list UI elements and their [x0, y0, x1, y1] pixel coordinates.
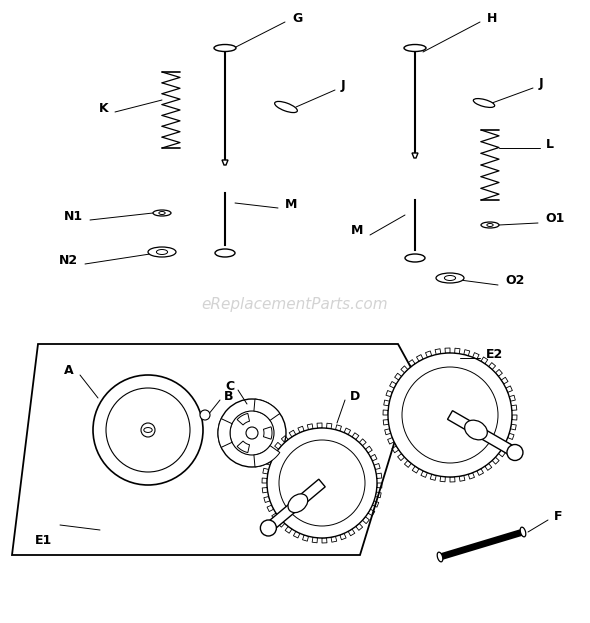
Circle shape: [141, 423, 155, 437]
Text: G: G: [292, 11, 302, 24]
Polygon shape: [222, 160, 228, 165]
Ellipse shape: [473, 98, 494, 107]
Circle shape: [260, 520, 276, 536]
Text: J: J: [539, 77, 543, 90]
Text: N1: N1: [64, 209, 83, 222]
Polygon shape: [265, 479, 325, 532]
Circle shape: [388, 353, 512, 477]
Polygon shape: [254, 445, 280, 467]
Ellipse shape: [156, 249, 168, 255]
Ellipse shape: [215, 249, 235, 257]
Text: E2: E2: [486, 348, 503, 361]
Polygon shape: [218, 419, 232, 447]
Ellipse shape: [404, 44, 426, 52]
Ellipse shape: [520, 527, 526, 537]
Polygon shape: [237, 414, 250, 425]
Polygon shape: [263, 427, 272, 439]
Polygon shape: [237, 441, 250, 452]
Circle shape: [106, 388, 190, 472]
Ellipse shape: [487, 224, 493, 227]
Ellipse shape: [405, 254, 425, 262]
Text: M: M: [285, 197, 297, 211]
Text: M: M: [350, 224, 363, 237]
Text: O2: O2: [505, 275, 525, 287]
Text: N2: N2: [59, 254, 78, 267]
Ellipse shape: [444, 275, 455, 280]
Ellipse shape: [437, 552, 442, 562]
Ellipse shape: [153, 210, 171, 216]
Polygon shape: [254, 399, 280, 421]
Circle shape: [218, 399, 286, 467]
Text: J: J: [341, 80, 346, 92]
Text: F: F: [554, 510, 562, 523]
Text: L: L: [546, 138, 554, 151]
Ellipse shape: [148, 247, 176, 257]
Text: K: K: [99, 102, 108, 115]
Text: A: A: [64, 364, 74, 378]
Polygon shape: [447, 411, 517, 457]
Ellipse shape: [144, 427, 152, 432]
Circle shape: [230, 411, 274, 455]
Text: O1: O1: [545, 212, 565, 226]
Text: C: C: [225, 379, 234, 392]
Polygon shape: [412, 153, 418, 158]
Circle shape: [402, 367, 498, 463]
Text: E1: E1: [35, 533, 52, 546]
Circle shape: [279, 440, 365, 526]
Ellipse shape: [288, 494, 308, 513]
Text: H: H: [487, 11, 497, 24]
Ellipse shape: [465, 420, 487, 440]
Ellipse shape: [159, 211, 165, 214]
Text: D: D: [350, 389, 360, 402]
Circle shape: [200, 410, 210, 420]
Circle shape: [507, 444, 523, 460]
Circle shape: [246, 427, 258, 439]
Circle shape: [93, 375, 203, 485]
Circle shape: [267, 428, 377, 538]
Ellipse shape: [436, 273, 464, 283]
Text: eReplacementParts.com: eReplacementParts.com: [202, 298, 388, 313]
Text: B: B: [224, 389, 234, 402]
Ellipse shape: [274, 102, 297, 113]
Ellipse shape: [481, 222, 499, 228]
Ellipse shape: [214, 44, 236, 52]
